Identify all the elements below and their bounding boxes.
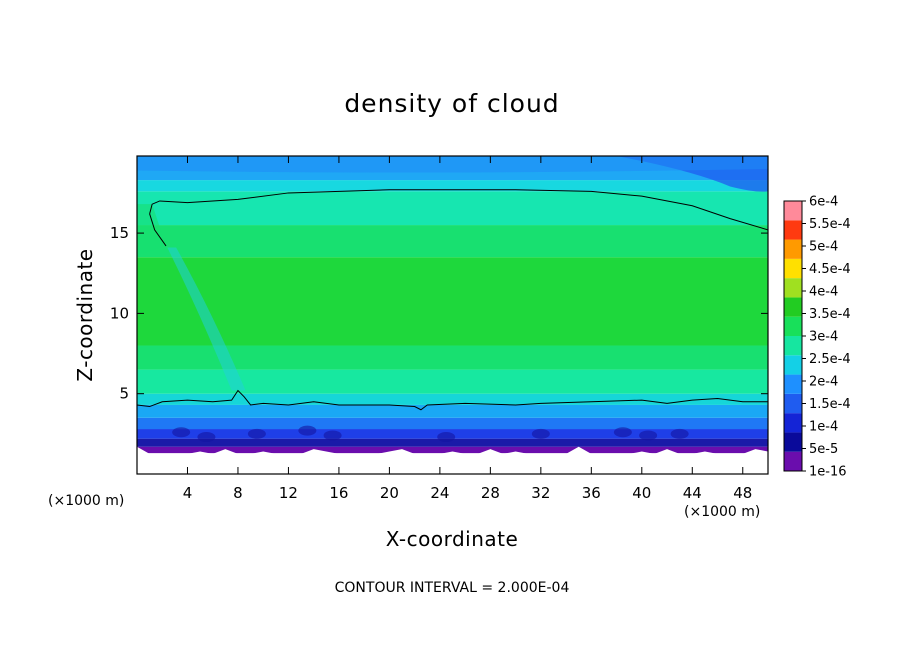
x-tick-label-8: 8 xyxy=(233,484,243,502)
x-tick-label-44: 44 xyxy=(683,484,702,502)
colorbar-label-5: 2.5e-4 xyxy=(809,352,851,367)
density-band-11 xyxy=(137,191,768,226)
density-band-2 xyxy=(137,438,768,447)
y-tick-label-10: 10 xyxy=(110,304,129,322)
dark-pocket-2 xyxy=(247,428,266,439)
colorbar-swatch-3 xyxy=(784,393,802,414)
colorbar-label-4: 2e-4 xyxy=(809,375,838,390)
density-band-9 xyxy=(137,257,768,346)
x-unit-left: (×1000 m) xyxy=(48,493,124,509)
y-tick-label-15: 15 xyxy=(110,224,129,242)
y-tick-label-5: 5 xyxy=(119,385,129,403)
colorbar-label-0: 1e-16 xyxy=(809,465,847,480)
colorbar-swatch-4 xyxy=(784,374,802,394)
density-band-12 xyxy=(137,180,768,192)
colorbar-swatch-9 xyxy=(784,278,802,298)
upper-edge-band xyxy=(137,156,768,173)
x-axis-label: X-coordinate xyxy=(386,527,519,551)
colorbar-label-6: 3e-4 xyxy=(809,330,838,345)
colorbar-label-12: 6e-4 xyxy=(809,195,838,210)
colorbar-label-11: 5.5e-4 xyxy=(809,217,851,232)
plot-frame xyxy=(136,155,769,475)
x-tick-label-12: 12 xyxy=(279,484,298,502)
colorbar-label-9: 4.5e-4 xyxy=(809,262,851,277)
density-band-10 xyxy=(137,225,768,258)
colorbar-swatch-8 xyxy=(784,297,802,317)
ground-gap xyxy=(137,446,768,474)
dark-pocket-9 xyxy=(670,428,689,439)
x-unit-right: (×1000 m) xyxy=(684,504,760,520)
x-tick-label-20: 20 xyxy=(380,484,399,502)
colorbar-swatch-2 xyxy=(784,413,802,433)
colorbar-swatch-5 xyxy=(784,355,802,375)
dark-pocket-4 xyxy=(323,430,342,441)
x-tick-label-4: 4 xyxy=(183,484,193,502)
colorbar-label-2: 1e-4 xyxy=(809,420,838,435)
contour-lower xyxy=(137,389,768,411)
colorbar-swatch-7 xyxy=(784,316,802,336)
left-edge-band xyxy=(137,204,167,256)
colorbar: 1e-16 5e-5 1e-4 1.5e-4 2e-4 2.5e-4 3e-4 3.5e-4 4… xyxy=(783,195,851,480)
dark-pocket-7 xyxy=(613,427,632,438)
dark-pocket-1 xyxy=(197,432,216,443)
x-tick-label-32: 32 xyxy=(531,484,550,502)
x-tick-label-40: 40 xyxy=(632,484,651,502)
colorbar-label-8: 4e-4 xyxy=(809,285,838,300)
density-band-6 xyxy=(137,393,768,405)
contour-interval-note: CONTOUR INTERVAL = 2.000E-04 xyxy=(335,580,570,596)
x-tick-label-16: 16 xyxy=(329,484,348,502)
dark-pocket-5 xyxy=(437,432,456,443)
x-tick-label-36: 36 xyxy=(582,484,601,502)
colorbar-swatch-13 xyxy=(784,201,802,221)
colorbar-label-1: 5e-5 xyxy=(809,442,838,457)
colorbar-swatch-0 xyxy=(784,451,802,471)
dark-pocket-3 xyxy=(298,425,317,436)
colorbar-label-3: 1.5e-4 xyxy=(809,397,851,412)
y-axis-label: Z-coordinate xyxy=(73,248,97,381)
colorbar-label-10: 5e-4 xyxy=(809,240,838,255)
colorbar-swatch-11 xyxy=(784,239,802,259)
x-tick-label-48: 48 xyxy=(733,484,752,502)
colorbar-swatch-1 xyxy=(784,432,802,452)
chart-title: density of cloud xyxy=(344,89,559,118)
contour-upper xyxy=(149,189,768,231)
dark-pocket-6 xyxy=(531,428,550,439)
x-tick-label-28: 28 xyxy=(481,484,500,502)
colorbar-swatch-6 xyxy=(784,336,802,356)
cloud-plume xyxy=(167,247,246,391)
x-tick-label-24: 24 xyxy=(430,484,449,502)
colorbar-swatch-10 xyxy=(784,258,802,279)
density-band-4 xyxy=(137,417,768,430)
dark-pocket-8 xyxy=(639,430,658,441)
density-band-5 xyxy=(137,404,768,418)
contour-upper-left xyxy=(149,213,167,247)
density-band-1 xyxy=(137,446,768,454)
density-band-8 xyxy=(137,345,768,370)
colorbar-swatch-12 xyxy=(784,220,802,240)
dark-pocket-0 xyxy=(172,427,191,438)
plot-area xyxy=(136,155,769,475)
colorbar-label-7: 3.5e-4 xyxy=(809,307,851,322)
